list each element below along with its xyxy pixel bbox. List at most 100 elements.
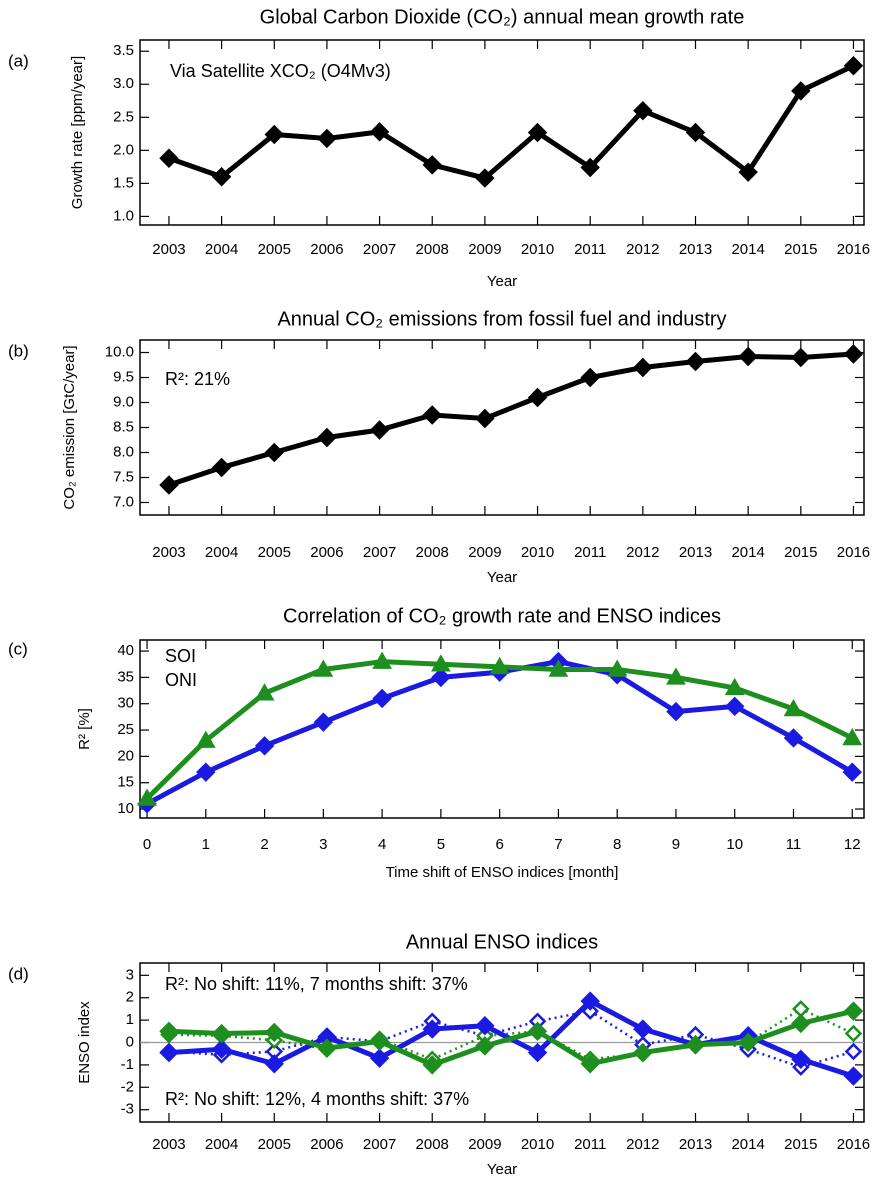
x-tick-label: 2012 <box>626 1136 659 1153</box>
data-point <box>422 155 442 175</box>
y-tick-label: 3 <box>126 966 134 983</box>
x-axis-label: Year <box>487 569 517 586</box>
data-point <box>527 1042 548 1063</box>
x-tick-label: 0 <box>143 836 151 853</box>
annotation: R²: No shift: 11%, 7 months shift: 37% <box>165 974 468 994</box>
data-point <box>527 122 548 143</box>
data-point <box>791 1013 811 1034</box>
x-tick-label: 7 <box>554 836 562 853</box>
data-point <box>783 728 804 748</box>
data-point <box>843 344 864 364</box>
data-point <box>527 1021 548 1042</box>
x-tick-label: 3 <box>319 836 327 853</box>
data-point <box>372 688 392 709</box>
x-tick-label: 2004 <box>205 544 238 561</box>
x-tick-label: 4 <box>378 836 386 853</box>
data-point <box>685 1035 706 1055</box>
y-tick-label: 2 <box>126 989 134 1006</box>
y-tick-label: -1 <box>121 1056 134 1073</box>
data-point <box>254 683 275 701</box>
data-point <box>633 1019 653 1039</box>
y-tick-label: 8.5 <box>113 418 134 435</box>
data-point <box>527 387 548 408</box>
x-tick-label: 2011 <box>574 241 606 258</box>
data-point <box>607 659 628 677</box>
x-tick-label: 9 <box>672 836 680 853</box>
y-tick-label: 1 <box>126 1011 134 1028</box>
data-point <box>369 1048 390 1068</box>
x-tick-label: 2006 <box>310 1136 343 1153</box>
panel-label: (b) <box>8 341 29 360</box>
x-tick-label: 2008 <box>416 1136 449 1153</box>
x-tick-label: 2008 <box>416 241 449 258</box>
y-tick-label: 15 <box>117 774 134 791</box>
data-point <box>475 1036 495 1056</box>
x-tick-label: 2009 <box>468 1136 501 1153</box>
x-tick-label: 2010 <box>521 241 554 258</box>
y-tick-label: 25 <box>117 721 134 738</box>
x-tick-label: 2013 <box>679 544 712 561</box>
x-tick-label: 10 <box>726 836 743 853</box>
chart-title: Annual CO₂ emissions from fossil fuel an… <box>277 308 726 330</box>
y-tick-label: 2.5 <box>113 108 134 125</box>
x-tick-label: 2003 <box>152 1136 185 1153</box>
data-point <box>724 677 745 696</box>
data-point <box>475 168 495 188</box>
y-tick-label: 40 <box>117 642 134 659</box>
x-tick-label: 1 <box>202 836 210 853</box>
y-tick-label: 3.0 <box>113 75 134 92</box>
y-tick-label: 10 <box>117 800 134 817</box>
annotation: R²: No shift: 12%, 4 months shift: 37% <box>165 1089 469 1109</box>
y-tick-label: 8.0 <box>113 443 134 460</box>
y-tick-label: 0 <box>126 1033 134 1050</box>
x-tick-label: 2014 <box>731 544 764 561</box>
annotation: Via Satellite XCO₂ (O4Mv3) <box>170 61 391 81</box>
x-tick-label: 12 <box>844 836 861 853</box>
data-point <box>580 1054 600 1074</box>
x-tick-label: 11 <box>786 836 802 853</box>
y-tick-label: 30 <box>117 695 134 712</box>
data-point <box>843 1066 864 1086</box>
data-point <box>580 157 600 178</box>
data-point <box>159 475 179 495</box>
x-tick-label: 2005 <box>258 241 291 258</box>
data-point <box>264 1022 284 1043</box>
series-line <box>168 63 855 181</box>
x-tick-label: 2011 <box>574 1136 606 1153</box>
x-tick-label: 2015 <box>784 241 817 258</box>
y-tick-label: 2.0 <box>113 141 134 158</box>
data-point <box>580 991 600 1011</box>
data-point <box>317 1038 337 1058</box>
y-tick-label: 1.5 <box>113 174 134 191</box>
x-tick-label: 2010 <box>521 1136 554 1153</box>
plot-frame <box>139 39 865 226</box>
data-point <box>313 659 334 677</box>
data-point <box>843 56 864 76</box>
data-point <box>548 659 569 677</box>
data-point <box>791 1049 811 1070</box>
y-tick-label: 9.0 <box>113 393 134 410</box>
x-axis-label: Year <box>487 1161 517 1178</box>
y-tick-label: 7.0 <box>113 493 134 510</box>
data-point <box>211 1023 232 1044</box>
panel-label: (d) <box>8 964 29 983</box>
data-point <box>372 651 392 669</box>
panel-label: (a) <box>8 51 29 70</box>
x-tick-label: 2003 <box>152 544 185 561</box>
data-point <box>369 122 390 142</box>
chart-title: Annual ENSO indices <box>406 931 598 953</box>
data-point <box>475 1015 495 1036</box>
series-line <box>145 659 854 806</box>
data-point <box>738 1032 758 1053</box>
x-tick-label: 2004 <box>205 1136 238 1153</box>
data-point <box>685 122 706 143</box>
data-point <box>159 1021 179 1042</box>
data-point <box>159 1042 179 1063</box>
data-point <box>633 1042 653 1063</box>
data-point <box>783 698 804 717</box>
x-tick-label: 2014 <box>731 241 764 258</box>
data-point <box>489 656 510 675</box>
x-tick-label: 2013 <box>679 1136 712 1153</box>
y-tick-label: 3.5 <box>113 42 134 59</box>
